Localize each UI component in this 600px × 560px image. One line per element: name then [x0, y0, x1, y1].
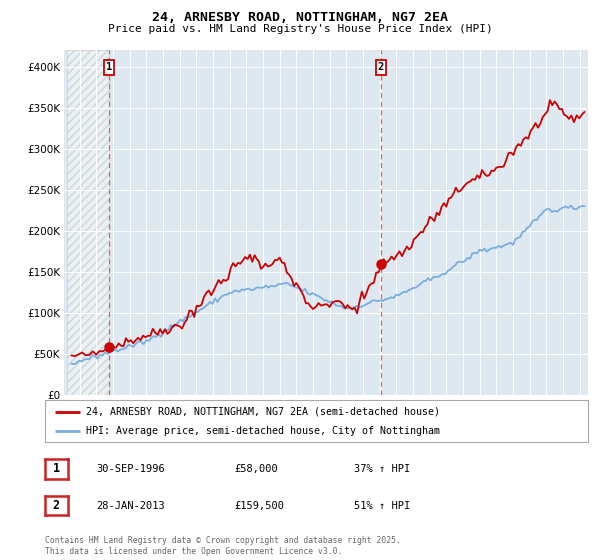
Text: 1: 1 [106, 63, 112, 72]
Text: 28-JAN-2013: 28-JAN-2013 [96, 501, 165, 511]
Text: 51% ↑ HPI: 51% ↑ HPI [354, 501, 410, 511]
Text: 2: 2 [53, 499, 60, 512]
Text: £58,000: £58,000 [234, 464, 278, 474]
Text: HPI: Average price, semi-detached house, City of Nottingham: HPI: Average price, semi-detached house,… [86, 426, 440, 436]
Text: 2: 2 [378, 63, 384, 72]
Text: 30-SEP-1996: 30-SEP-1996 [96, 464, 165, 474]
Bar [67, 50, 109, 395]
Text: 1: 1 [53, 463, 60, 475]
Text: 24, ARNESBY ROAD, NOTTINGHAM, NG7 2EA (semi-detached house): 24, ARNESBY ROAD, NOTTINGHAM, NG7 2EA (s… [86, 407, 440, 417]
Text: Contains HM Land Registry data © Crown copyright and database right 2025.
This d: Contains HM Land Registry data © Crown c… [45, 536, 401, 556]
Text: Price paid vs. HM Land Registry's House Price Index (HPI): Price paid vs. HM Land Registry's House … [107, 24, 493, 34]
Text: £159,500: £159,500 [234, 501, 284, 511]
Text: 37% ↑ HPI: 37% ↑ HPI [354, 464, 410, 474]
Text: 24, ARNESBY ROAD, NOTTINGHAM, NG7 2EA: 24, ARNESBY ROAD, NOTTINGHAM, NG7 2EA [152, 11, 448, 24]
